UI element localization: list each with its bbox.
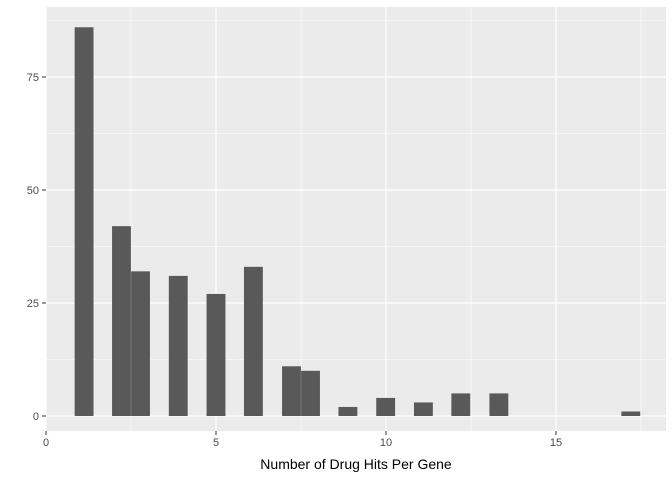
y-tick-label: 25 [27, 298, 39, 310]
bar [621, 411, 641, 416]
minor-gridlines [46, 7, 666, 431]
bar [489, 393, 509, 416]
x-axis-title: Number of Drug Hits Per Gene [260, 456, 452, 472]
bar [301, 370, 320, 416]
y-tick-label: 50 [27, 185, 39, 197]
bar [112, 226, 131, 416]
bar [206, 293, 226, 416]
x-tick-label: 10 [380, 437, 392, 449]
bars [74, 27, 641, 417]
bar [168, 275, 188, 416]
bar [376, 397, 396, 416]
bar [338, 406, 358, 416]
bar [74, 27, 94, 417]
bar [131, 271, 150, 416]
y-axis: 0 25 50 75 [27, 72, 46, 423]
y-tick-label: 0 [33, 411, 39, 423]
x-tick-label: 0 [43, 437, 49, 449]
bar [413, 402, 433, 416]
y-tick-label: 75 [27, 72, 39, 84]
bar [451, 393, 471, 416]
x-tick-label: 15 [550, 437, 562, 449]
bar [243, 266, 263, 416]
bar [282, 366, 301, 416]
x-tick-label: 5 [213, 437, 219, 449]
x-axis: 0 5 10 15 [43, 431, 562, 449]
